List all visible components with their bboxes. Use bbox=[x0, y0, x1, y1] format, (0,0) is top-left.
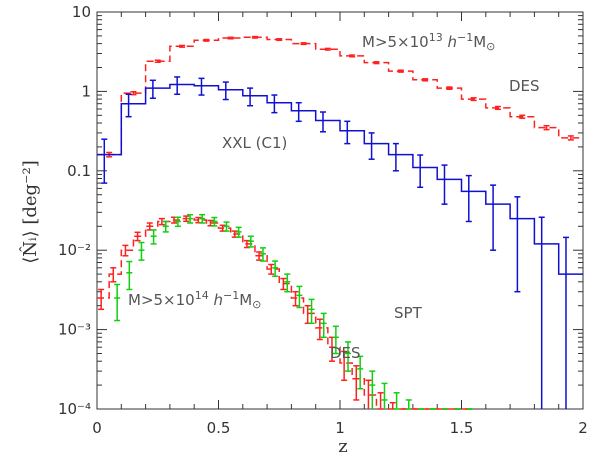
annotation-des-low-mass-part-4: M bbox=[239, 291, 252, 309]
annotation-des-top: DES bbox=[509, 77, 540, 95]
annotation-des-high-mass-part-2: h bbox=[443, 33, 457, 51]
series-step-line bbox=[97, 36, 583, 156]
annotations: M>5×1013 h−1M⊙ DES XXL (C1) M>5×1014 h−1… bbox=[128, 31, 540, 362]
y-tick-label: 10 bbox=[72, 3, 91, 21]
annotation-des-high-mass-part-1: 13 bbox=[429, 31, 443, 44]
y-axis-title: ⟨N̂ᵢ⟩ [deg⁻²] bbox=[19, 160, 41, 264]
annotation-des-low-mass-part-3: −1 bbox=[223, 289, 239, 302]
x-tick-label: 0 bbox=[92, 419, 102, 437]
x-tick-label: 1.5 bbox=[450, 419, 474, 437]
series-spt-m-5e14 bbox=[114, 213, 473, 410]
x-tick-label: 2 bbox=[578, 419, 588, 437]
annotation-des-bottom: DES bbox=[330, 344, 361, 362]
y-tick-label: 10⁻² bbox=[58, 241, 91, 259]
series-xxl-c1- bbox=[97, 76, 583, 409]
annotation-des-high-mass-part-5: ⊙ bbox=[486, 40, 495, 53]
annotation-xxl: XXL (C1) bbox=[222, 134, 287, 152]
y-axis: 10 1 0.1 10⁻² 10⁻³ 10⁻⁴ bbox=[58, 3, 583, 418]
annotation-des-low-mass-part-1: 14 bbox=[195, 289, 209, 302]
annotation-des-high-mass: M>5×1013 h−1M⊙ bbox=[362, 31, 495, 53]
annotation-des-high-mass-part-3: −1 bbox=[457, 31, 473, 44]
y-tick-label: 0.1 bbox=[67, 162, 91, 180]
y-tick-label: 10⁻⁴ bbox=[58, 400, 91, 418]
y-tick-label: 10⁻³ bbox=[58, 321, 91, 339]
annotation-des-low-mass-part-5: ⊙ bbox=[252, 298, 261, 311]
annotation-spt: SPT bbox=[394, 304, 423, 322]
series-layer bbox=[97, 35, 583, 410]
x-axis-title: z bbox=[338, 436, 347, 457]
annotation-des-low-mass-part-2: h bbox=[209, 291, 223, 309]
series-step-line bbox=[97, 83, 583, 275]
y-tick-label: 1 bbox=[81, 82, 91, 100]
x-tick-label: 0.5 bbox=[207, 419, 231, 437]
x-axis: 0 0.5 1 1.5 2 bbox=[92, 12, 588, 437]
annotation-des-low-mass: M>5×1014 h−1M⊙ bbox=[128, 289, 261, 311]
annotation-des-low-mass-part-0: M>5×10 bbox=[128, 291, 195, 309]
annotation-des-high-mass-part-0: M>5×10 bbox=[362, 33, 429, 51]
x-tick-label: 1 bbox=[335, 419, 345, 437]
annotation-des-high-mass-part-4: M bbox=[473, 33, 486, 51]
series-des-m-5e13 bbox=[97, 35, 583, 158]
series-step-line bbox=[97, 217, 474, 410]
